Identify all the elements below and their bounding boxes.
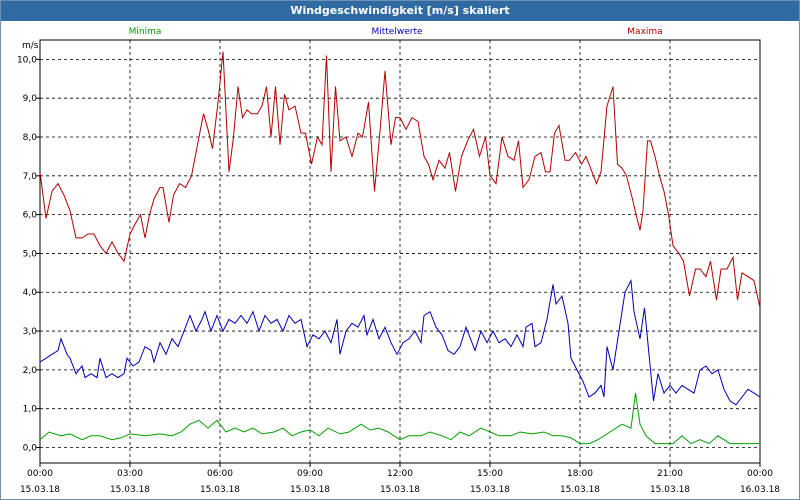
y-tick-label: 3,0 [23,327,38,337]
y-tick-label: 5,0 [23,249,38,259]
x-tick-date: 15.03.18 [470,485,510,495]
y-tick-label: 10,0 [17,55,37,65]
x-tick-date: 15.03.18 [200,485,240,495]
x-tick-time: 00:00 [27,469,53,479]
legend: Minima Mittelwerte Maxima [129,27,663,37]
y-axis: 0,0 1,0 2,0 3,0 4,0 5,0 6,0 7,0 8,0 9,0 10,0 [17,55,40,453]
y-tick-label: 6,0 [23,211,38,221]
series-line-maxima [39,51,761,308]
y-tick-label: 2,0 [23,366,38,376]
legend-mittelwerte: Mittelwerte [371,27,422,37]
y-tick-label: 7,0 [23,172,38,182]
x-tick-time: 06:00 [207,469,233,479]
y-tick-label: 8,0 [23,133,38,143]
x-tick-date: 15.03.18 [20,485,60,495]
series-line-mittelwerte [39,278,761,406]
x-tick-date: 15.03.18 [380,485,420,495]
x-tick-time: 03:00 [117,469,143,479]
legend-minima: Minima [129,27,162,37]
x-tick-date: 15.03.18 [650,485,690,495]
series-line-minima [39,393,760,445]
series-lines [39,51,761,445]
x-tick-time: 09:00 [297,469,323,479]
x-tick-date: 15.03.18 [560,485,600,495]
x-axis: 00:00 15.03.18 03:00 15.03.18 06:00 15.03.18 0… [20,463,780,495]
x-tick-time: 00:00 [747,469,773,479]
y-tick-label: 4,0 [23,288,38,298]
x-tick-time: 18:00 [567,469,593,479]
y-tick-label: 1,0 [23,405,38,415]
y-axis-label: m/s [22,41,39,51]
y-tick-label: 0,0 [23,443,38,453]
x-tick-time: 12:00 [387,469,413,479]
y-tick-label: 9,0 [23,94,38,104]
x-tick-date: 16.03.18 [740,485,780,495]
window-title: Windgeschwindigkeit [m/s] skaliert [1,1,799,21]
x-tick-date: 15.03.18 [110,485,150,495]
x-tick-time: 15:00 [477,469,503,479]
grid [40,40,760,463]
x-tick-time: 21:00 [657,469,683,479]
legend-maxima: Maxima [627,27,662,37]
x-tick-date: 15.03.18 [290,485,330,495]
